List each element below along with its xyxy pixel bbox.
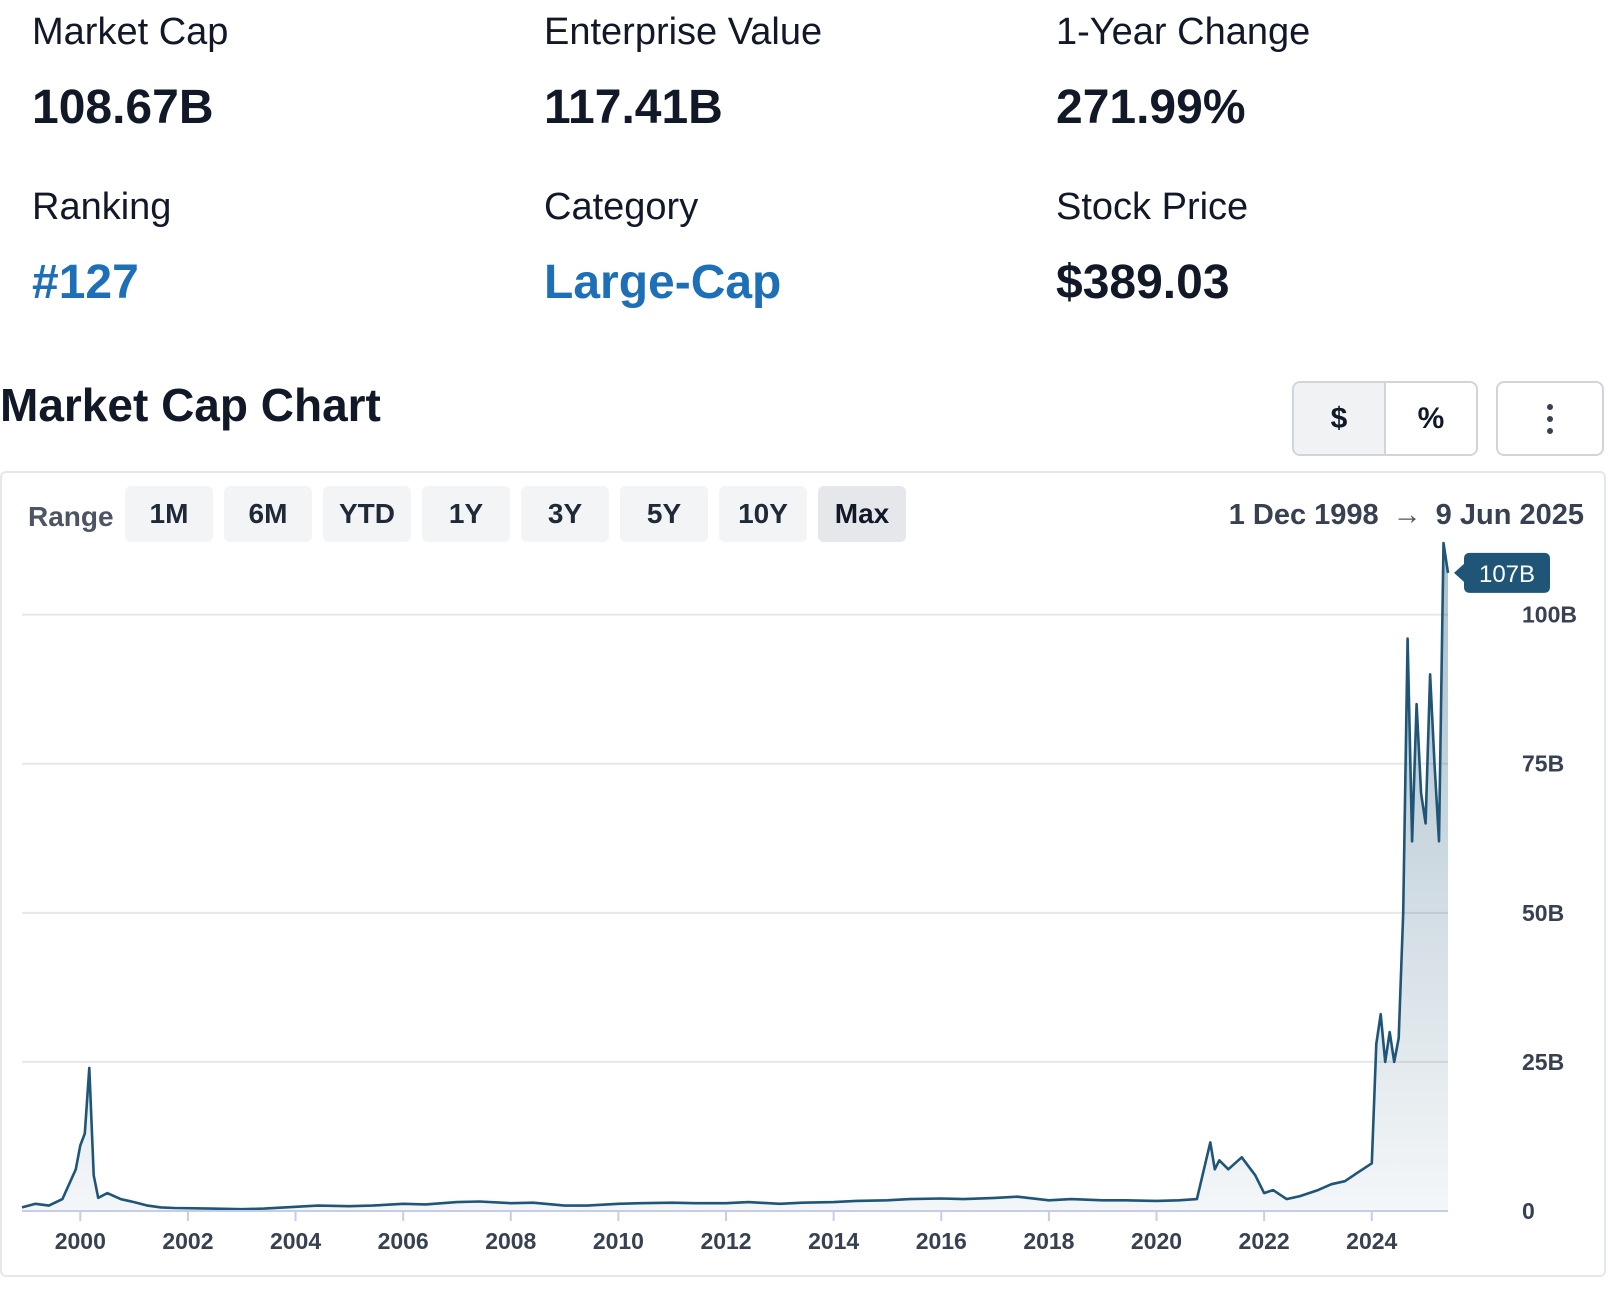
- stat-value: $389.03: [1056, 256, 1230, 309]
- range-button-3y[interactable]: 3Y: [521, 486, 609, 542]
- more-vertical-icon: [1547, 427, 1553, 434]
- category-link[interactable]: Large-Cap: [544, 256, 782, 309]
- x-tick-label: 2024: [1346, 1228, 1397, 1254]
- grid-lines: [22, 613, 1448, 1063]
- x-tick-label: 2018: [1023, 1228, 1074, 1254]
- date-range: 1 Dec 1998 → 9 Jun 2025: [1229, 498, 1584, 532]
- y-tick-label: 50B: [1522, 900, 1564, 926]
- y-tick-label: 75B: [1522, 751, 1564, 777]
- last-value-tooltip: 107B: [1454, 552, 1550, 593]
- range-label: Range: [28, 501, 114, 532]
- date-to: 9 Jun 2025: [1435, 499, 1584, 531]
- x-tick-label: 2004: [270, 1228, 321, 1254]
- range-button-6m[interactable]: 6M: [224, 486, 312, 542]
- market-cap-area: [22, 543, 1448, 1211]
- x-tick-label: 2006: [378, 1228, 429, 1254]
- unit-toggle: $ %: [1292, 381, 1478, 456]
- y-tick-label: 100B: [1522, 602, 1577, 628]
- stat-value: 108.67B: [32, 81, 214, 134]
- x-tick-label: 2016: [916, 1228, 967, 1254]
- range-button-1m[interactable]: 1M: [125, 486, 213, 542]
- x-tick-label: 2014: [808, 1228, 859, 1254]
- chart-title: Market Cap Chart: [0, 379, 381, 431]
- stat-market-cap: Market Cap 108.67B: [32, 10, 228, 136]
- more-vertical-icon: [1547, 415, 1553, 422]
- y-tick-label: 0: [1522, 1198, 1535, 1224]
- stat-label: Market Cap: [32, 11, 229, 53]
- stat-label: 1-Year Change: [1056, 11, 1311, 53]
- x-tick-label: 2002: [162, 1228, 213, 1254]
- more-vertical-icon: [1547, 403, 1553, 410]
- stat-category: Category Large-Cap: [544, 185, 781, 311]
- range-button-max[interactable]: Max: [818, 486, 906, 542]
- percent-toggle-button[interactable]: %: [1384, 383, 1476, 454]
- chart-card: [0, 471, 1606, 1277]
- stat-one-year-change: 1-Year Change 271.99%: [1056, 10, 1310, 136]
- x-tick-label: 2022: [1239, 1228, 1290, 1254]
- arrow-right-icon: →: [1392, 499, 1422, 531]
- range-button-ytd[interactable]: YTD: [323, 486, 411, 542]
- stat-label: Enterprise Value: [544, 11, 823, 53]
- stat-value: 271.99%: [1056, 81, 1246, 134]
- stat-enterprise-value: Enterprise Value 117.41B: [544, 10, 822, 136]
- currency-toggle-button[interactable]: $: [1294, 383, 1384, 454]
- x-tick-label: 2008: [485, 1228, 536, 1254]
- stat-label: Category: [544, 186, 699, 228]
- market-cap-line: [21, 541, 1450, 1211]
- tooltip-value: 107B: [1479, 561, 1535, 588]
- x-tick-label: 2010: [593, 1228, 644, 1254]
- stat-stock-price: Stock Price $389.03: [1056, 185, 1248, 311]
- x-axis-ticks: 2000 2002 2004 2006 2008 2010 2012 2014 2016 2018…: [55, 1211, 1398, 1254]
- range-button-5y[interactable]: 5Y: [620, 486, 708, 542]
- stat-label: Stock Price: [1056, 186, 1249, 228]
- ranking-link[interactable]: #127: [32, 256, 139, 309]
- x-tick-label: 2000: [55, 1228, 106, 1254]
- x-tick-label: 2020: [1131, 1228, 1182, 1254]
- y-tick-label: 25B: [1522, 1049, 1564, 1075]
- range-button-10y[interactable]: 10Y: [719, 486, 807, 542]
- stat-label: Ranking: [32, 186, 172, 228]
- y-axis-ticks: 0 25B 50B 75B 100B: [1522, 602, 1577, 1224]
- range-button-1y[interactable]: 1Y: [422, 486, 510, 542]
- date-from: 1 Dec 1998: [1228, 499, 1379, 531]
- stat-ranking: Ranking #127: [32, 185, 171, 311]
- stat-value: 117.41B: [544, 81, 723, 134]
- chart-menu-button[interactable]: [1496, 381, 1604, 456]
- x-tick-label: 2012: [700, 1228, 751, 1254]
